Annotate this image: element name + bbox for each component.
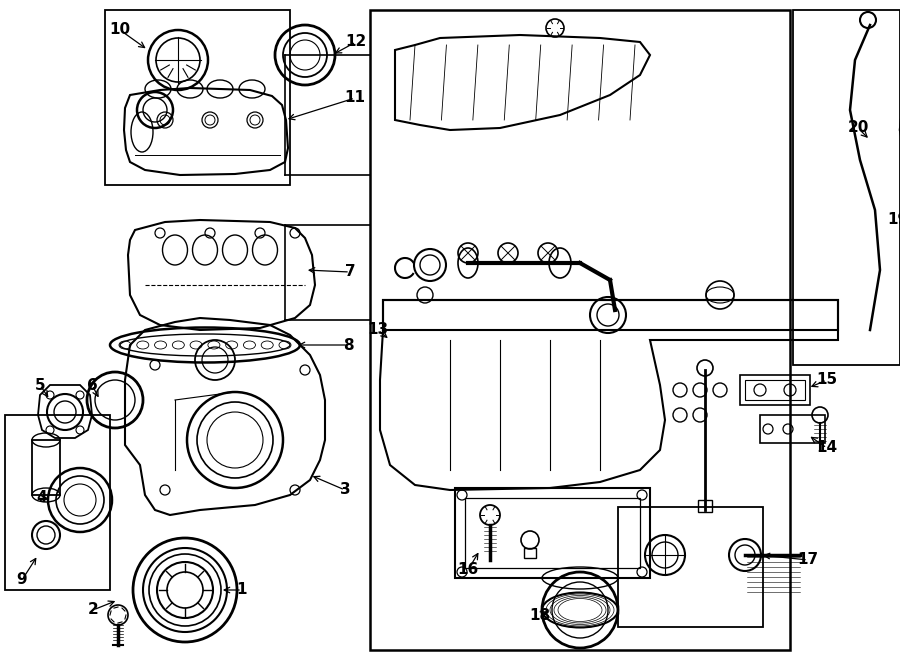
Bar [740, 375, 810, 405]
Text: 5: 5 [35, 377, 45, 393]
Text: 20: 20 [847, 120, 868, 136]
Text: 7: 7 [345, 264, 356, 280]
Text: 13: 13 [367, 323, 389, 338]
Bar [698, 500, 712, 512]
Text: 12: 12 [346, 34, 366, 50]
Text: 18: 18 [529, 607, 551, 623]
Text: 11: 11 [345, 91, 365, 106]
Text: 10: 10 [110, 22, 130, 38]
Bar [745, 380, 805, 400]
Bar [524, 548, 536, 558]
Text: 8: 8 [343, 338, 354, 352]
Text: 14: 14 [816, 440, 838, 455]
Text: 4: 4 [37, 490, 48, 506]
Bar [618, 507, 763, 627]
Bar [32, 440, 60, 495]
Text: 1: 1 [237, 582, 248, 598]
Text: 17: 17 [797, 553, 819, 568]
Text: 9: 9 [17, 572, 27, 588]
Text: 2: 2 [87, 602, 98, 617]
Bar [793, 10, 900, 365]
Text: 6: 6 [86, 377, 97, 393]
Bar [370, 10, 790, 650]
Bar [105, 10, 290, 185]
Text: 15: 15 [816, 373, 838, 387]
Bar [455, 488, 650, 578]
Bar [5, 415, 110, 590]
Text: 16: 16 [457, 563, 479, 578]
Bar [760, 415, 825, 443]
Bar [383, 300, 838, 330]
Bar [465, 498, 640, 568]
Text: 19: 19 [887, 212, 900, 227]
Text: 3: 3 [339, 483, 350, 498]
